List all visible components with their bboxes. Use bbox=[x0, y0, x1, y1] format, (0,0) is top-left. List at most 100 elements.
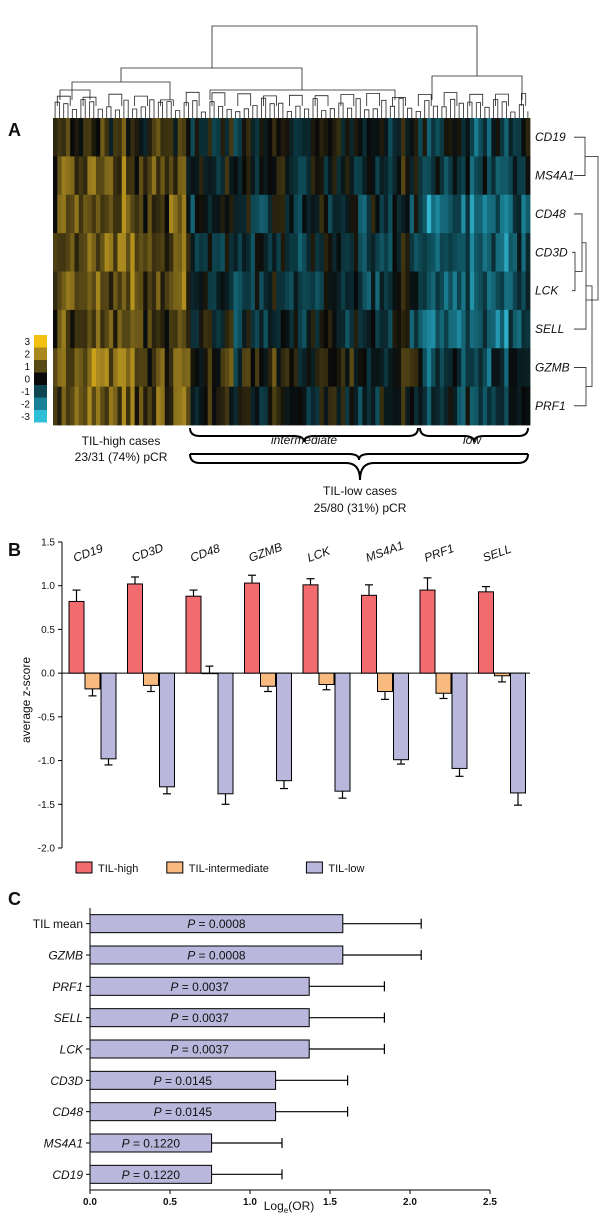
heatmap-cell bbox=[212, 194, 217, 234]
heatmap-cell bbox=[409, 348, 415, 388]
heatmap-cell bbox=[332, 348, 338, 388]
heatmap-cell bbox=[272, 271, 277, 311]
heatmap-cell bbox=[461, 194, 466, 234]
heatmap-cell bbox=[216, 271, 221, 311]
heatmap-cell bbox=[349, 271, 355, 311]
heatmap-cell bbox=[254, 348, 260, 388]
heatmap-cell bbox=[220, 309, 226, 349]
colorbar-swatch bbox=[34, 335, 47, 348]
heatmap-cell bbox=[151, 386, 157, 426]
colorbar-swatch bbox=[34, 410, 47, 423]
heatmap-cell bbox=[100, 156, 105, 196]
heatmap-cell bbox=[431, 309, 436, 349]
bar bbox=[377, 672, 393, 693]
heatmap-cell bbox=[379, 118, 385, 157]
heatmap-cell bbox=[521, 386, 527, 426]
heatmap-cell bbox=[83, 233, 88, 272]
heatmap-cell bbox=[194, 156, 200, 196]
heatmap-cell bbox=[413, 309, 419, 349]
dendrogram-link bbox=[149, 99, 155, 118]
bar bbox=[302, 584, 319, 674]
heatmap-cell bbox=[229, 309, 234, 349]
heatmap-cell bbox=[134, 271, 140, 311]
intermediate-label: intermediate bbox=[271, 433, 337, 447]
heatmap-cell bbox=[74, 156, 80, 196]
heatmap-cell bbox=[147, 118, 153, 157]
heatmap-cell bbox=[181, 386, 187, 426]
heatmap-cell bbox=[224, 386, 230, 426]
heatmap-cell bbox=[207, 271, 213, 311]
dendrogram-link bbox=[407, 107, 413, 118]
heatmap-cell bbox=[336, 271, 342, 311]
heatmap-cell bbox=[375, 348, 380, 388]
heatmap-cell bbox=[478, 156, 484, 196]
heatmap-cell bbox=[224, 118, 230, 157]
heatmap-cell bbox=[469, 386, 475, 426]
bar bbox=[361, 594, 377, 674]
heatmap-cell bbox=[78, 271, 84, 311]
category-label: TIL mean bbox=[33, 917, 83, 931]
heatmap-cell bbox=[121, 194, 127, 234]
heatmap-cell bbox=[177, 194, 183, 234]
heatmap-cell bbox=[353, 271, 359, 311]
heatmap-cell bbox=[328, 194, 333, 234]
heatmap-cell bbox=[199, 386, 204, 426]
heatmap-cell bbox=[340, 386, 346, 426]
heatmap-cell bbox=[229, 233, 234, 272]
heatmap-cell bbox=[461, 118, 466, 157]
heatmap-cell bbox=[173, 118, 179, 157]
heatmap-cell bbox=[207, 194, 213, 234]
heatmap-cell bbox=[147, 156, 153, 196]
colorbar-tick: -2 bbox=[21, 400, 30, 411]
heatmap-cell bbox=[358, 156, 363, 196]
dendrogram-link bbox=[289, 94, 303, 106]
dendrogram-link bbox=[398, 97, 404, 118]
heatmap-cell bbox=[100, 118, 105, 157]
heatmap-cell bbox=[323, 309, 329, 349]
dendrogram-link bbox=[269, 103, 275, 118]
heatmap-cell bbox=[229, 271, 234, 311]
heatmap-cell bbox=[237, 271, 243, 311]
heatmap-cell bbox=[164, 386, 170, 426]
dendrogram-link bbox=[572, 251, 576, 292]
heatmap-cell bbox=[108, 194, 114, 234]
chart-b: 1.5 1.0 0.5 0.0 -0.5 -1.0 -1.5 -2.0 CD19 CD3D CD48… bbox=[38, 538, 530, 855]
heatmap-cell bbox=[126, 271, 131, 311]
heatmap-cell bbox=[177, 386, 183, 426]
heatmap-cell bbox=[117, 156, 123, 196]
heatmap-cell bbox=[254, 309, 260, 349]
heatmap-cell bbox=[426, 118, 432, 157]
bar bbox=[478, 591, 494, 674]
heatmap-cell bbox=[495, 194, 501, 234]
heatmap-cell bbox=[422, 118, 428, 157]
heatmap-cell bbox=[478, 271, 484, 311]
dendrogram-link bbox=[200, 111, 206, 118]
colorbar-swatch bbox=[34, 360, 47, 373]
dendrogram-link bbox=[424, 100, 430, 118]
dendrogram-link bbox=[586, 285, 593, 387]
group-bracket bbox=[189, 452, 528, 461]
colorbar-swatch bbox=[34, 397, 47, 410]
heatmap-cell bbox=[452, 194, 458, 234]
heatmap-cell bbox=[504, 233, 509, 272]
heatmap-cell bbox=[413, 156, 419, 196]
gene-labels: CD19 MS4A1 CD48 CD3D LCK SELL GZMB PRF1 bbox=[535, 130, 574, 413]
heatmap-cell bbox=[100, 233, 105, 272]
bar bbox=[393, 672, 409, 761]
dendrogram-link bbox=[518, 104, 524, 118]
heatmap-cell bbox=[469, 194, 475, 234]
bar bbox=[100, 672, 117, 760]
dendrogram-link bbox=[392, 97, 406, 106]
dendrogram-link bbox=[237, 93, 252, 106]
heatmap-cell bbox=[250, 233, 256, 272]
heatmap-cell bbox=[164, 156, 170, 196]
heatmap-cell bbox=[512, 156, 518, 196]
p-value: = 0.0037 bbox=[178, 1011, 229, 1025]
heatmap-cell bbox=[280, 118, 286, 157]
heatmap-cell bbox=[199, 348, 204, 388]
heatmap-cell bbox=[405, 271, 411, 311]
heatmap-cell bbox=[401, 348, 406, 388]
heatmap-cell bbox=[61, 118, 67, 157]
heatmap-cell bbox=[375, 309, 380, 349]
heatmap-cell bbox=[91, 386, 97, 426]
